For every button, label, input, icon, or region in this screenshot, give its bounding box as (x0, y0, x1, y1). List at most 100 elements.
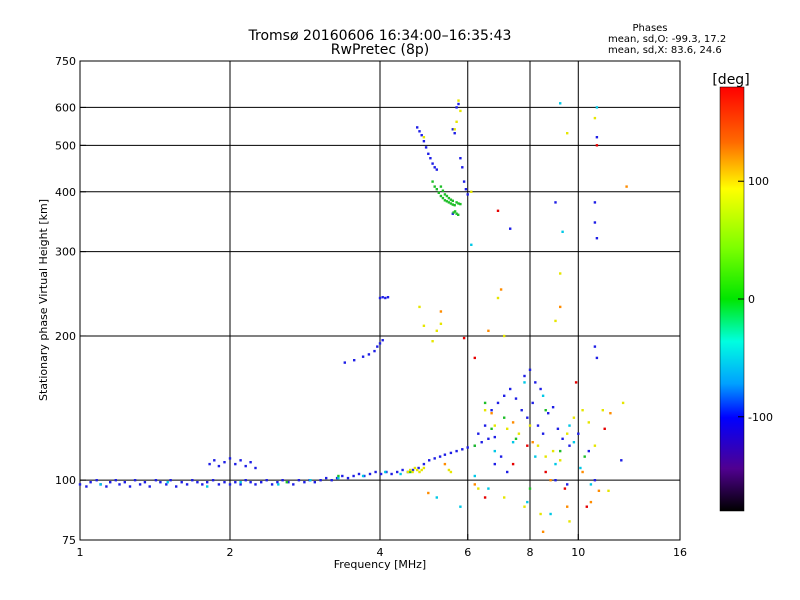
data-point (523, 374, 526, 378)
data-point (381, 296, 384, 299)
data-point (539, 512, 542, 516)
data-point (493, 435, 496, 439)
data-point (451, 199, 454, 202)
data-point (593, 116, 597, 120)
data-point (589, 483, 593, 486)
data-point (427, 152, 430, 155)
data-point (461, 448, 464, 451)
data-point (581, 409, 584, 412)
data-point (455, 120, 458, 123)
data-point (443, 199, 447, 202)
data-point (270, 483, 274, 486)
data-point (384, 296, 387, 300)
data-point (449, 198, 453, 201)
data-point (439, 322, 443, 325)
data-point (441, 189, 445, 192)
data-point (159, 481, 162, 484)
data-point (531, 401, 534, 405)
data-point (462, 180, 466, 183)
data-point (541, 530, 545, 533)
data-point (583, 455, 586, 458)
data-point (483, 424, 487, 427)
colorbar-label: [deg] (712, 72, 749, 88)
data-point (493, 449, 496, 453)
data-point (547, 412, 550, 415)
data-point (506, 470, 509, 474)
data-point (185, 483, 189, 486)
data-point (406, 470, 410, 474)
data-point (249, 461, 252, 464)
y-tick-label: 400 (55, 186, 76, 199)
data-point (601, 409, 604, 412)
data-point (544, 409, 547, 412)
data-point (523, 505, 526, 508)
colorbar-ticks: 100 0 -100 (738, 175, 773, 424)
data-point (367, 353, 371, 356)
data-point (191, 479, 194, 482)
data-point (435, 188, 438, 191)
data-point (459, 505, 462, 508)
data-point (439, 185, 443, 188)
data-point (568, 424, 571, 427)
data-point (416, 468, 419, 472)
y-tick-label: 75 (62, 534, 76, 547)
data-point (453, 210, 457, 213)
data-point (449, 451, 453, 455)
data-point (625, 185, 628, 188)
data-point (281, 479, 284, 482)
data-point (483, 401, 487, 405)
data-point (401, 468, 404, 472)
data-point (109, 481, 112, 484)
data-point (466, 193, 469, 196)
x-tick-label: 4 (377, 546, 384, 559)
data-point (587, 421, 590, 424)
data-point (455, 212, 458, 215)
data-point (499, 288, 503, 291)
data-point (374, 470, 377, 474)
data-point (595, 106, 599, 109)
data-point (85, 485, 88, 488)
data-point (429, 157, 432, 160)
data-point (528, 487, 532, 490)
data-point (581, 470, 584, 474)
data-point (603, 427, 606, 430)
data-point (551, 406, 555, 409)
data-point (228, 483, 232, 486)
data-point (534, 381, 537, 384)
data-point (319, 479, 322, 482)
data-point (526, 500, 529, 504)
data-point (464, 188, 468, 191)
data-point (496, 401, 500, 405)
data-point (297, 479, 301, 482)
data-point (217, 483, 221, 486)
data-point (105, 485, 108, 488)
data-point (445, 200, 449, 203)
data-point (287, 481, 290, 484)
data-point (506, 427, 509, 430)
data-point (169, 479, 172, 482)
data-point (503, 416, 506, 419)
data-point (244, 464, 247, 468)
data-point (447, 468, 451, 472)
data-point (511, 441, 515, 444)
data-point (435, 168, 438, 171)
data-point (223, 461, 226, 464)
data-point (541, 394, 545, 397)
data-point (411, 470, 414, 474)
data-point (373, 349, 376, 353)
data-point (551, 449, 555, 453)
data-point (559, 305, 562, 309)
x-tick-label: 6 (464, 546, 471, 559)
data-point (433, 185, 436, 188)
data-point (123, 481, 126, 484)
data-point (166, 481, 169, 484)
data-point (595, 237, 599, 240)
data-point (620, 459, 623, 462)
data-point (133, 479, 137, 482)
data-point (574, 381, 578, 384)
data-point (206, 481, 209, 484)
data-point (396, 470, 399, 474)
data-point (343, 361, 346, 364)
data-point (418, 130, 421, 133)
x-tick-label: 2 (227, 546, 234, 559)
